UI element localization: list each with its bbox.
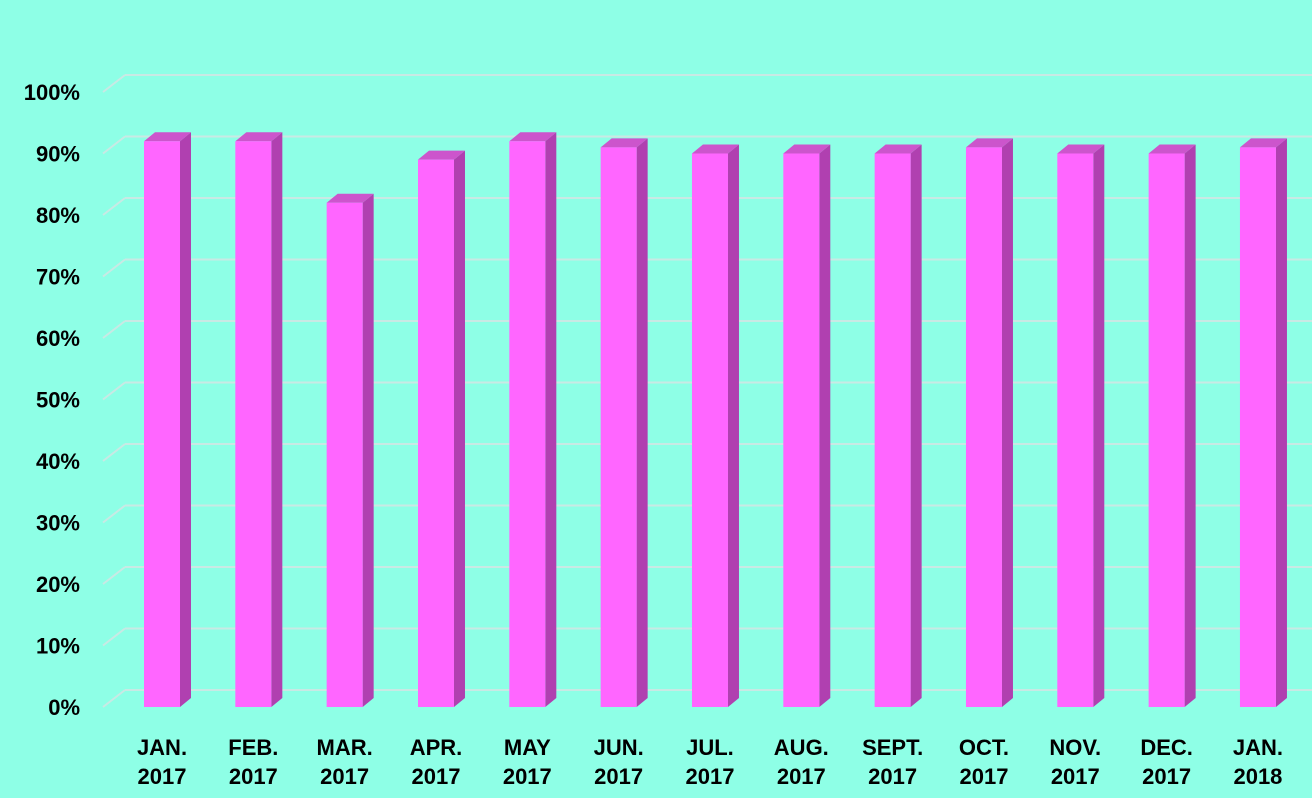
x-tick-label: JAN. 2017 xyxy=(137,735,187,789)
bar-top xyxy=(235,132,283,142)
gridline-diagonal xyxy=(102,197,126,216)
bar xyxy=(874,144,922,707)
gridline-diagonal xyxy=(102,135,126,155)
bar xyxy=(417,150,465,707)
x-tick-label: MAR. 2017 xyxy=(317,735,373,789)
bar-side xyxy=(1093,144,1105,707)
bar-side xyxy=(362,193,374,707)
x-tick-label: JAN. 2018 xyxy=(1233,735,1283,789)
y-tick-label: 0% xyxy=(48,695,80,720)
bar-front xyxy=(326,202,363,707)
x-tick-label: APR. 2017 xyxy=(410,735,463,789)
gridline-diagonal xyxy=(102,689,126,708)
bar-side xyxy=(271,132,283,707)
y-axis-tick-labels: 0% 10% 20% 30% 40% 50% 60% 70% 80% 90% 100% xyxy=(24,80,80,720)
bar-side xyxy=(453,150,465,707)
bar xyxy=(965,138,1013,708)
bar-top xyxy=(326,193,374,203)
bar-front xyxy=(783,153,820,707)
x-tick-label: JUN. 2017 xyxy=(594,735,644,789)
x-tick-label: JUL. 2017 xyxy=(686,735,735,789)
bar-front xyxy=(1057,153,1094,707)
bar-side xyxy=(1275,138,1287,708)
gridline-diagonal xyxy=(102,566,126,585)
bar-top xyxy=(783,144,831,154)
bar xyxy=(1057,144,1105,707)
bar-side xyxy=(636,138,648,708)
x-tick-label: SEPT. 2017 xyxy=(862,735,923,789)
bar-top xyxy=(691,144,739,154)
bar-front xyxy=(1148,153,1185,707)
bar-front xyxy=(417,159,454,707)
y-tick-label: 90% xyxy=(36,142,80,167)
x-tick-label: FEB. 2017 xyxy=(228,735,278,789)
bar-front xyxy=(600,147,637,708)
y-tick-label: 70% xyxy=(36,265,80,290)
bar-front xyxy=(1239,147,1276,708)
y-tick-label: 100% xyxy=(24,80,80,105)
y-tick-label: 80% xyxy=(36,203,80,228)
bar-top xyxy=(874,144,922,154)
bar-front xyxy=(144,141,180,707)
bar-side xyxy=(180,132,191,707)
bar-top xyxy=(1239,138,1287,148)
gridline-diagonal xyxy=(102,258,126,278)
gridline-diagonal xyxy=(102,320,126,339)
bar xyxy=(144,132,191,707)
x-tick-label: AUG. 2017 xyxy=(774,735,829,789)
bar-front xyxy=(235,141,272,707)
x-tick-label: NOV. 2017 xyxy=(1049,735,1101,789)
y-tick-label: 10% xyxy=(36,634,80,659)
x-tick-label: OCT. 2017 xyxy=(959,735,1009,789)
bar-side xyxy=(910,144,922,707)
x-axis-tick-labels: JAN. 2017 FEB. 2017 MAR. 2017 APR. 2017 MAY 2017 J… xyxy=(137,735,1283,789)
gridline-diagonal xyxy=(102,443,126,462)
bar-top xyxy=(965,138,1013,148)
bar-front xyxy=(691,153,728,707)
bar xyxy=(691,144,739,707)
gridline-diagonal xyxy=(102,504,126,524)
bar-top xyxy=(417,150,465,160)
bar-top xyxy=(600,138,648,148)
bar-side xyxy=(1001,138,1013,708)
x-tick-label: DEC. 2017 xyxy=(1140,735,1193,789)
bar-front xyxy=(509,141,546,707)
gridline-diagonal xyxy=(102,74,126,93)
bar-side xyxy=(819,144,831,707)
y-tick-label: 50% xyxy=(36,388,80,413)
bar-top xyxy=(1057,144,1105,154)
bar-side xyxy=(1184,144,1196,707)
bar xyxy=(235,132,283,707)
bar-top xyxy=(1148,144,1196,154)
bar-front xyxy=(874,153,911,707)
bar-front xyxy=(965,147,1002,708)
bar xyxy=(1239,138,1287,708)
y-tick-label: 40% xyxy=(36,449,80,474)
y-tick-label: 60% xyxy=(36,326,80,351)
bar xyxy=(783,144,831,707)
gridline-diagonal xyxy=(102,627,126,647)
y-tick-label: 20% xyxy=(36,572,80,597)
bar-side xyxy=(727,144,739,707)
bar-top xyxy=(144,132,191,142)
bar xyxy=(1148,144,1196,707)
bars xyxy=(144,132,1287,708)
x-tick-label: MAY 2017 xyxy=(503,735,552,789)
bar-top xyxy=(509,132,557,142)
bar xyxy=(326,193,374,707)
bar xyxy=(600,138,648,708)
y-tick-label: 30% xyxy=(36,511,80,536)
bar xyxy=(509,132,557,707)
gridline-diagonal xyxy=(102,381,126,401)
bar-side xyxy=(545,132,557,707)
